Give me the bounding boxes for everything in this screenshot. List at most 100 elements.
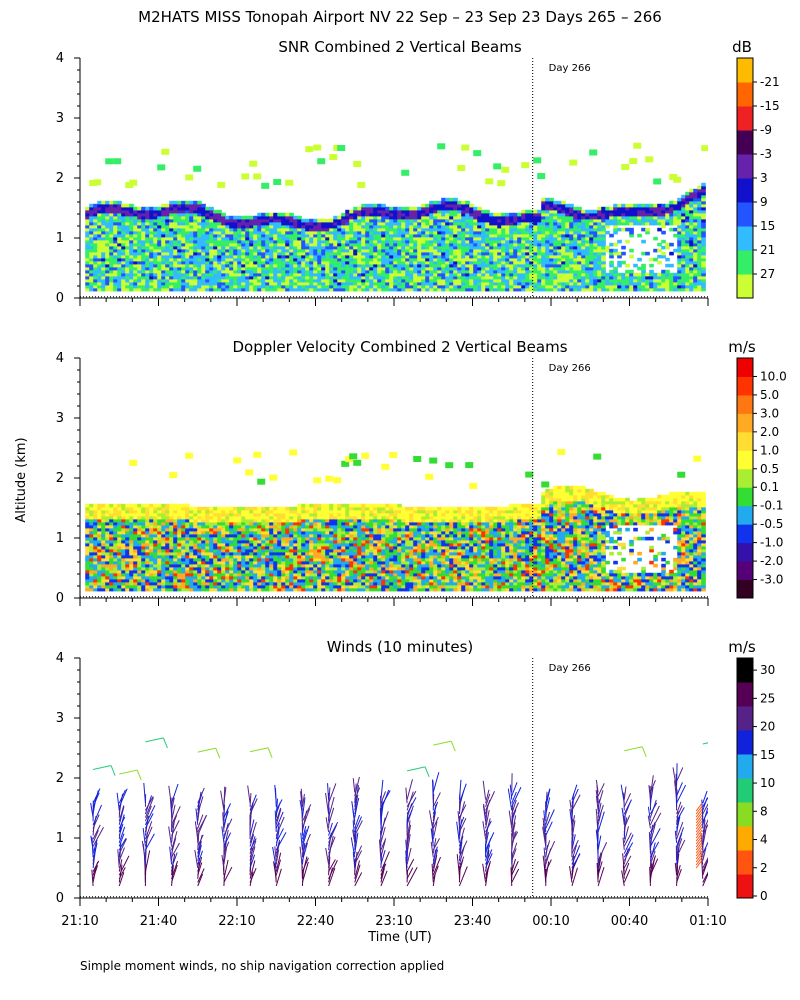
snr-cell (657, 272, 662, 277)
snr-cell (281, 218, 286, 223)
snr-cell (401, 215, 406, 220)
snr-cell (469, 236, 474, 241)
snr-cell (469, 272, 474, 277)
snr-cell (681, 269, 686, 274)
snr-cell (429, 221, 434, 226)
snr-cell (341, 287, 346, 292)
snr-cell (325, 278, 330, 283)
snr-cell (189, 278, 194, 283)
snr-cell (137, 272, 142, 277)
snr-cell (97, 287, 102, 292)
snr-cell (325, 239, 330, 244)
snr-cell (641, 215, 646, 220)
snr-cell (201, 224, 206, 229)
snr-cell (109, 233, 114, 238)
snr-cell (397, 275, 402, 280)
snr-cell (533, 251, 538, 256)
snr-cell (593, 281, 598, 286)
snr-cell (241, 272, 246, 277)
snr-cell (181, 272, 186, 277)
snr-cell (189, 239, 194, 244)
snr-cell (281, 251, 286, 256)
snr-cell (509, 218, 514, 223)
doppler-cell (117, 560, 122, 565)
snr-cell (361, 233, 366, 238)
snr-cell (449, 230, 454, 235)
snr-cell (485, 218, 490, 223)
doppler-cell (161, 539, 166, 544)
snr-cell (365, 269, 370, 274)
snr-cell (209, 221, 214, 226)
doppler-cell (161, 518, 166, 523)
snr-cell (641, 284, 646, 289)
snr-cell (437, 212, 442, 217)
snr-cell (173, 254, 178, 259)
snr-cell (117, 236, 122, 241)
snr-cell (445, 245, 450, 250)
snr-cell (557, 251, 562, 256)
snr-cell (309, 284, 314, 289)
snr-cell (185, 203, 190, 208)
snr-cell (505, 242, 510, 247)
snr-cell (173, 269, 178, 274)
snr-cell (405, 209, 410, 214)
doppler-cell (117, 578, 122, 583)
snr-cell (397, 206, 402, 211)
snr-cell (389, 224, 394, 229)
snr-cell (401, 209, 406, 214)
snr-cell (205, 206, 210, 211)
snr-cell (677, 254, 682, 259)
snr-cell (457, 257, 462, 262)
snr-sparse-cell (401, 169, 410, 176)
snr-cell (289, 257, 294, 262)
snr-cell (665, 257, 670, 262)
snr-cell (457, 200, 462, 205)
snr-cell (149, 233, 154, 238)
snr-cell (501, 236, 506, 241)
snr-cell (581, 254, 586, 259)
snr-cell (577, 263, 582, 268)
snr-cell (121, 245, 126, 250)
doppler-cell (125, 542, 130, 547)
y-tick-label: 3 (56, 111, 64, 126)
snr-cell (277, 263, 282, 268)
snr-cell (201, 209, 206, 214)
snr-cell (361, 260, 366, 265)
snr-cell (93, 272, 98, 277)
snr-cell (553, 263, 558, 268)
snr-cell (665, 278, 670, 283)
snr-cell (313, 218, 318, 223)
snr-cell (289, 242, 294, 247)
snr-cell (565, 209, 570, 214)
snr-cell (465, 218, 470, 223)
snr-cell (217, 260, 222, 265)
snr-cell (697, 275, 702, 280)
snr-cell (533, 242, 538, 247)
snr-cell (661, 221, 666, 226)
snr-cell (253, 245, 258, 250)
doppler-cell (93, 512, 98, 517)
doppler-cell (133, 518, 138, 523)
snr-cell (685, 260, 690, 265)
snr-cell (405, 215, 410, 220)
snr-cell (233, 272, 238, 277)
snr-cell (549, 287, 554, 292)
snr-cell (113, 224, 118, 229)
snr-cell (101, 218, 106, 223)
snr-cell (409, 275, 414, 280)
snr-cell (437, 230, 442, 235)
snr-cell (305, 218, 310, 223)
snr-cell (557, 275, 562, 280)
snr-cell (161, 218, 166, 223)
doppler-cell (117, 506, 122, 511)
snr-cell (545, 266, 550, 271)
snr-cell (189, 266, 194, 271)
snr-cell (537, 248, 542, 253)
snr-cell (477, 221, 482, 226)
snr-cell (589, 266, 594, 271)
doppler-cell (141, 560, 146, 565)
snr-cell (93, 263, 98, 268)
doppler-cell (125, 539, 130, 544)
snr-cell (205, 230, 210, 235)
snr-cell (689, 242, 694, 247)
